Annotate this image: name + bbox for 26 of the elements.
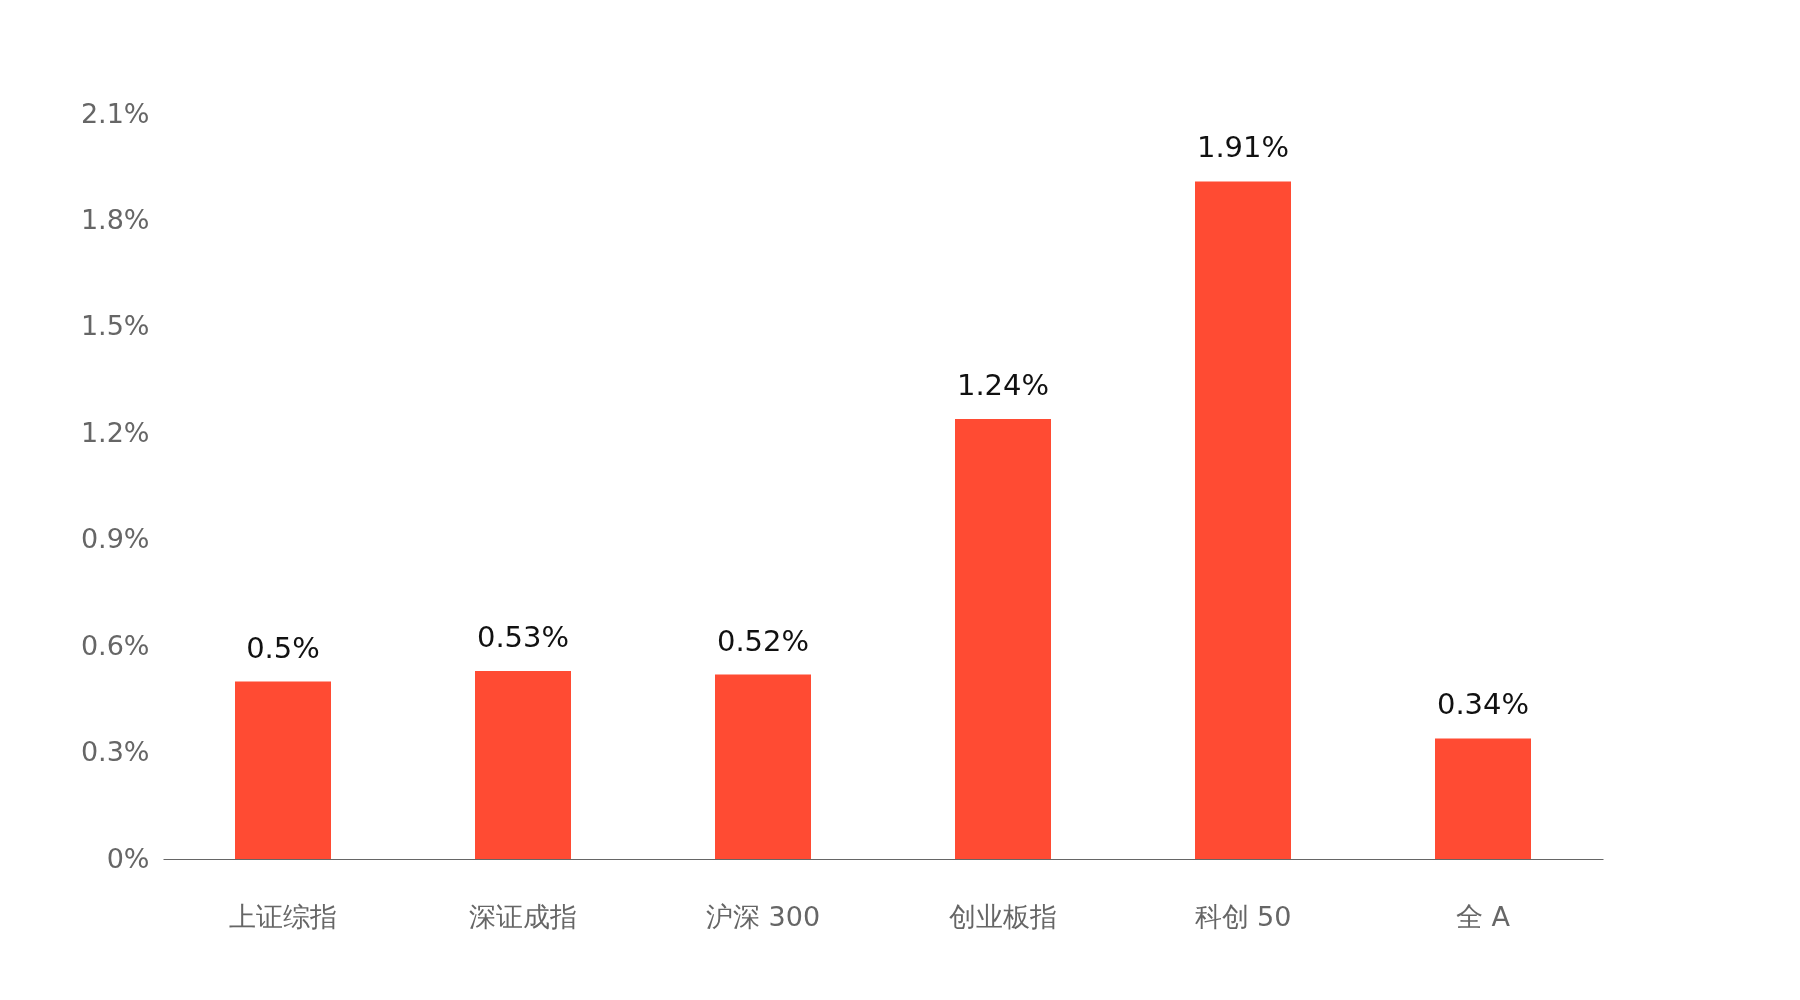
data-label: 0.53%: [476, 619, 570, 654]
bar: [1435, 738, 1531, 859]
x-tick-label: 创业板指: [949, 900, 1057, 932]
bar: [715, 674, 811, 859]
y-tick-label: 1.8%: [80, 203, 150, 235]
bar: [955, 419, 1051, 859]
bar: [1195, 181, 1291, 859]
y-tick-label: 0.9%: [80, 523, 150, 555]
data-label: 0.5%: [246, 630, 320, 665]
data-label: 1.24%: [956, 368, 1050, 403]
bar: [475, 670, 571, 859]
y-tick-label: 0.3%: [80, 736, 150, 768]
x-tick-label: 科创 50: [1194, 900, 1292, 932]
bar: [235, 681, 331, 859]
data-label: 0.34%: [1436, 687, 1530, 722]
y-tick-label: 0.6%: [80, 629, 150, 661]
x-tick-label: 深证成指: [469, 900, 577, 932]
y-tick-label: 1.2%: [80, 416, 150, 448]
y-tick-label: 2.1%: [80, 97, 150, 129]
data-label: 1.91%: [1196, 130, 1290, 165]
y-tick-label: 1.5%: [80, 310, 150, 342]
data-label: 0.52%: [716, 623, 810, 658]
y-tick-label: 0%: [106, 842, 150, 874]
x-tick-label: 沪深 300: [705, 900, 821, 932]
x-tick-label: 上证综指: [229, 900, 337, 932]
x-tick-label: 全 A: [1455, 900, 1511, 932]
